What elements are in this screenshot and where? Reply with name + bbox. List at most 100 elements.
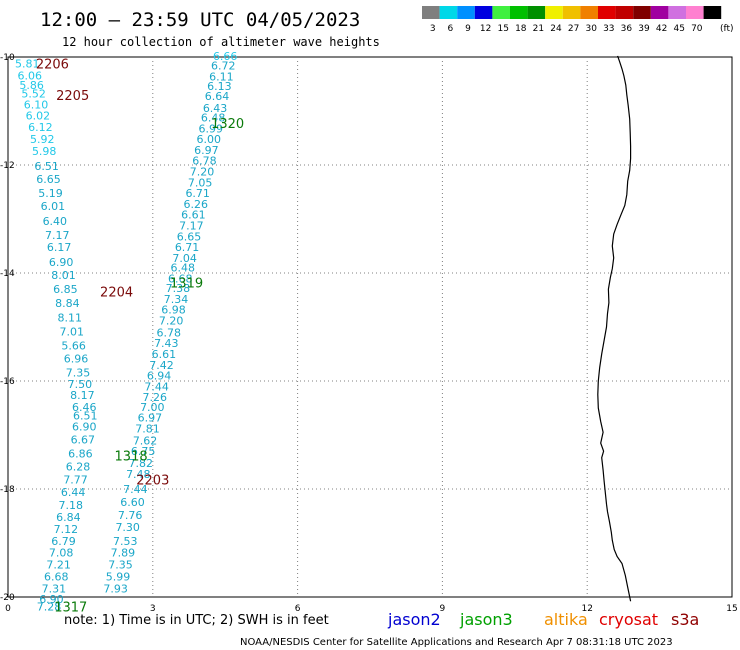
cycle-number-label: 2205	[56, 89, 89, 104]
wave-height-value: 6.48	[201, 111, 226, 124]
cycle-number-label: 2203	[136, 473, 169, 488]
wave-height-value: 5.98	[32, 145, 57, 158]
wave-height-value: 6.64	[205, 90, 230, 103]
wave-height-value: 7.08	[49, 547, 74, 560]
color-scale-swatch	[668, 6, 686, 19]
color-scale-swatch	[492, 6, 510, 19]
wave-height-value: 6.90	[39, 593, 64, 606]
wave-height-value: 7.82	[128, 457, 153, 470]
color-scale-swatch	[457, 6, 475, 19]
wave-height-value: 7.04	[172, 252, 197, 265]
wave-height-value: 6.51	[73, 410, 98, 423]
wave-height-value: 6.12	[28, 121, 53, 134]
wave-height-value: 8.17	[70, 389, 95, 402]
wave-height-value: 7.44	[144, 380, 169, 393]
wave-height-value: 6.46	[72, 401, 97, 414]
wave-height-value: 7.20	[159, 315, 184, 328]
wave-height-value: 7.34	[164, 293, 189, 306]
wave-height-value: 6.68	[168, 272, 193, 285]
wave-height-value: 6.67	[71, 433, 96, 446]
wave-height-value: 6.10	[24, 99, 49, 112]
satellite-legend-jason2: jason2	[387, 610, 441, 629]
wave-height-value: 6.66	[213, 50, 238, 63]
wave-height-value: 6.99	[198, 122, 223, 135]
wave-height-value: 7.81	[135, 423, 160, 436]
wave-height-value: 6.94	[147, 370, 172, 383]
wave-height-value: 6.90	[49, 256, 74, 269]
color-scale-swatch	[545, 6, 563, 19]
wave-height-value: 6.78	[156, 326, 181, 339]
lat-tick-label: -10	[0, 53, 15, 63]
wave-height-value: 7.05	[188, 176, 213, 189]
color-scale-swatch	[598, 6, 616, 19]
color-scale-swatch	[580, 6, 598, 19]
map-frame	[7, 56, 733, 598]
wave-height-value: 6.28	[66, 460, 91, 473]
wave-height-value: 8.11	[58, 311, 83, 324]
wave-height-value: 6.65	[36, 173, 61, 186]
wave-height-value: 5.52	[21, 88, 46, 101]
wave-height-value: 6.68	[44, 570, 69, 583]
lat-tick-label: -14	[0, 269, 15, 279]
wave-height-value: 6.90	[72, 420, 97, 433]
wave-height-value: 7.93	[103, 582, 128, 595]
wave-height-value: 7.26	[142, 391, 167, 404]
wave-height-value: 6.61	[152, 348, 177, 361]
color-scale-label: 6	[448, 24, 454, 34]
color-scale-label: 12	[480, 24, 491, 34]
wave-height-value: 6.84	[56, 511, 81, 524]
wave-height-value: 7.77	[63, 473, 88, 486]
wave-height-value: 6.13	[207, 80, 232, 93]
lat-tick-label: -16	[0, 377, 15, 387]
wave-height-value: 6.00	[197, 133, 222, 146]
color-scale-swatch	[422, 6, 440, 19]
lon-tick-label: 9	[440, 604, 446, 614]
color-scale-swatch	[527, 6, 546, 19]
wave-height-value: 7.38	[166, 282, 191, 295]
wave-height-value: 6.61	[181, 209, 206, 222]
wave-height-value: 7.31	[42, 582, 67, 595]
cycle-labels: 2206 2205 1320 2204 1319 1318 2203 1317	[36, 57, 244, 615]
wave-height-value: 6.78	[192, 155, 217, 168]
wave-height-value: 7.17	[179, 219, 204, 232]
color-scale-label: 42	[656, 24, 667, 34]
wave-height-value: 7.50	[68, 378, 93, 391]
wave-height-value: 7.42	[149, 359, 174, 372]
wave-height-value: 6.60	[120, 496, 145, 509]
wave-height-value: 6.97	[194, 144, 219, 157]
wave-height-value: 7.89	[111, 547, 136, 560]
color-scale-label: 27	[568, 24, 579, 34]
wave-height-value: 5.66	[61, 339, 86, 352]
color-scale-swatch	[562, 6, 581, 19]
lat-tick-label: -18	[0, 485, 15, 495]
color-scale-swatch	[703, 6, 722, 19]
header-title: 12:00 – 23:59 UTC 04/05/2023	[40, 9, 360, 31]
satellite-legend-jason3: jason3	[459, 610, 513, 629]
lon-tick-label: 15	[726, 604, 737, 614]
wave-height-value: 6.75	[131, 445, 156, 458]
color-scale-swatch	[650, 6, 669, 19]
track-a-labels: 5.816.065.865.526.106.026.125.925.98 6.51…	[15, 57, 97, 613]
wave-height-value: 6.98	[161, 304, 186, 317]
wave-height-value: 6.65	[177, 230, 202, 243]
wave-height-value: 7.01	[59, 325, 84, 338]
color-scale-label: 45	[673, 24, 684, 34]
wave-height-value: 6.97	[138, 412, 163, 425]
wave-height-value: 7.18	[58, 499, 83, 512]
wave-height-value: 7.00	[140, 401, 165, 414]
lat-tick-label: -12	[0, 161, 15, 171]
wave-height-value: 6.17	[47, 241, 72, 254]
wave-height-value: 7.17	[45, 229, 70, 242]
color-scale-label: 24	[550, 24, 562, 34]
wave-height-value: 7.20	[190, 165, 215, 178]
wave-height-value: 6.79	[51, 535, 76, 548]
wave-height-value: 7.48	[126, 468, 151, 481]
color-scale-label: 21	[533, 24, 544, 34]
wave-height-value: 6.43	[203, 102, 228, 115]
lon-tick-label: 0	[5, 604, 11, 614]
color-scale-swatch	[474, 6, 493, 19]
wave-height-value: 6.48	[170, 262, 195, 275]
wave-height-value: 7.76	[118, 509, 143, 522]
cycle-number-label: 2204	[100, 285, 133, 300]
wave-height-value: 7.35	[66, 366, 91, 379]
